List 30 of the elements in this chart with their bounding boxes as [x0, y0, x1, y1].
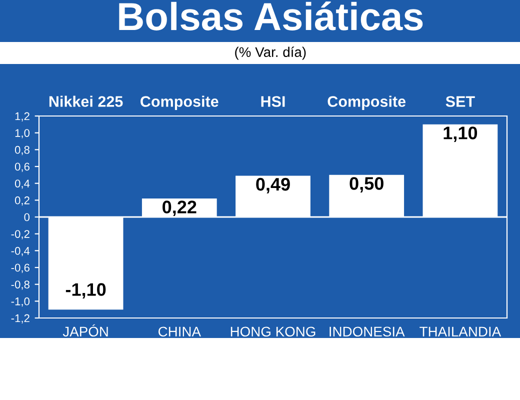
- y-tick-label: 0,8: [14, 146, 30, 156]
- text: Composite: [140, 96, 218, 110]
- y-tick-label: -0,4: [11, 246, 30, 256]
- text: SET: [446, 96, 475, 107]
- y-tick-label: 0: [24, 213, 30, 222]
- y-tick-label: 0,4: [14, 180, 30, 189]
- x-tick-label: CHINA: [158, 326, 201, 337]
- y-tick-label: 1,0: [15, 129, 30, 138]
- data-label: 1,10: [444, 126, 478, 142]
- data-label: 0,22: [162, 200, 196, 216]
- text: Nikkei 225: [49, 96, 123, 107]
- y-tick-label: 0,2: [14, 196, 30, 206]
- y-tick-label: 1,2: [15, 112, 30, 122]
- y-tick-label: -1,2: [11, 314, 30, 324]
- y-tick-label: -0,6: [11, 264, 30, 273]
- text: HSI: [261, 96, 285, 107]
- y-tick-label: -1,0: [11, 297, 30, 307]
- x-tick-label: THAILANDIA: [420, 326, 502, 336]
- x-tick-label: JAPÓN: [62, 324, 108, 337]
- chart-subtitle: (% Var. día): [235, 46, 306, 60]
- x-tick-label: HONG KONG: [230, 326, 316, 337]
- x-tick-label: INDONESIA: [330, 326, 405, 337]
- data-label: 0,49: [256, 178, 290, 194]
- text: Composite: [328, 96, 406, 110]
- data-label: 0,50: [350, 177, 384, 192]
- y-tick-label: 0,6: [14, 162, 30, 172]
- data-label: -1,10: [66, 283, 106, 299]
- y-tick-label: -0,8: [11, 280, 30, 290]
- chart-title: Bolsas Asiáticas: [119, 2, 423, 30]
- y-tick-label: -0,2: [11, 230, 30, 240]
